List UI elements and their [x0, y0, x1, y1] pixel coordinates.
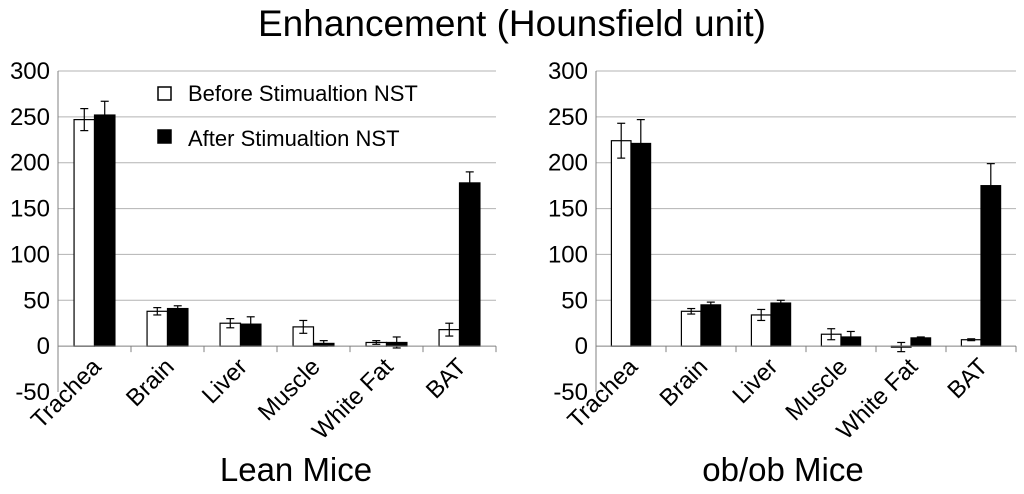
y-tick-label: 0 [37, 333, 50, 360]
y-tick-label: 300 [548, 58, 588, 85]
y-tick-label: -50 [553, 379, 588, 406]
y-tick-label: 100 [10, 241, 50, 268]
y-tick-label: 150 [10, 196, 50, 223]
category-label: Liver [197, 353, 253, 409]
y-tick-label: 300 [10, 58, 50, 85]
category-label: Liver [727, 353, 783, 409]
panel-label: Lean Mice [220, 451, 372, 488]
bar-before [680, 310, 702, 347]
bar-after [93, 114, 116, 347]
bar-after [458, 182, 481, 347]
y-tick-label: 150 [548, 196, 588, 223]
legend-swatch-before [157, 86, 172, 101]
bar-after [630, 142, 652, 347]
y-tick-label: 200 [10, 150, 50, 177]
bar-after [166, 307, 189, 347]
category-label: BAT [942, 353, 993, 404]
y-tick-label: 200 [548, 150, 588, 177]
y-tick-label: 0 [575, 333, 588, 360]
panel-label: ob/ob Mice [702, 451, 863, 488]
legend-label-after: After Stimualtion NST [188, 126, 400, 151]
bar-before [73, 119, 96, 347]
legend-swatch-after [157, 129, 172, 144]
bar-after [980, 185, 1002, 347]
category-label: BAT [421, 353, 472, 404]
main-title: Enhancement (Hounsfield unit) [257, 3, 766, 44]
category-label: Brain [655, 353, 714, 412]
bar-before [610, 140, 632, 347]
category-label: Muscle [253, 353, 326, 426]
category-label: White Fat [307, 353, 399, 445]
y-tick-label: 50 [23, 287, 50, 314]
y-tick-label: 250 [10, 104, 50, 131]
legend-label-before: Before Stimualtion NST [188, 81, 418, 106]
y-tick-label: 100 [548, 241, 588, 268]
bar-after [770, 302, 792, 347]
category-label: Brain [121, 353, 180, 412]
bar-after [700, 304, 722, 347]
legend: Before Stimualtion NST After Stimualtion… [157, 81, 418, 151]
y-tick-label: 50 [561, 287, 588, 314]
y-tick-label: -50 [15, 379, 50, 406]
bar-before [146, 310, 169, 347]
y-tick-label: 250 [548, 104, 588, 131]
